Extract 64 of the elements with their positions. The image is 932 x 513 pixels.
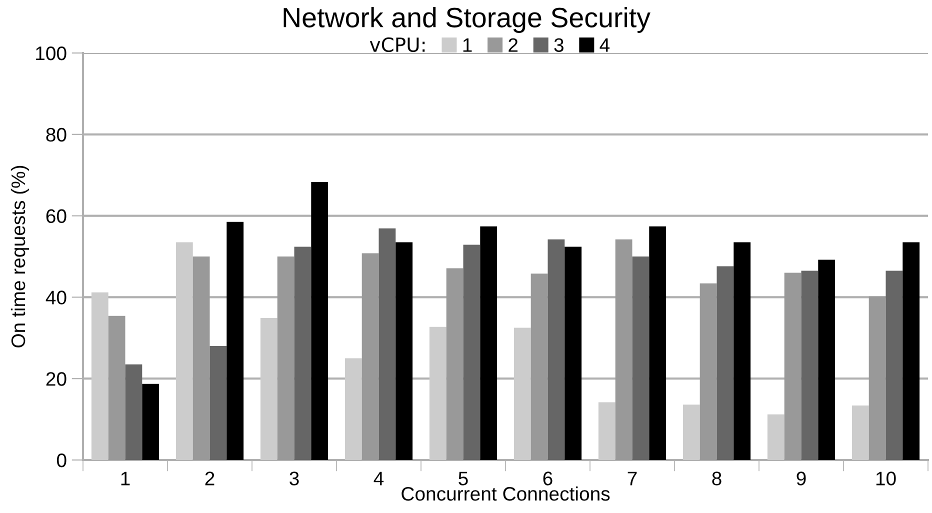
bar [868,296,886,460]
bar [530,274,548,460]
y-tick-label: 0 [56,453,66,468]
bar [598,402,616,460]
bar [632,256,650,460]
x-axis-title: Concurrent Connections [402,486,610,501]
bar [463,244,480,460]
bar [852,405,869,460]
bar [277,256,294,460]
bar [192,256,210,460]
x-tick-label: 1 [121,472,130,486]
legend-label: 4 [600,38,610,52]
x-tick-label: 9 [796,472,806,486]
bar [615,239,632,460]
x-tick-label: 2 [205,472,214,486]
bar [311,182,328,460]
bar [548,239,565,460]
x-tick-label: 7 [628,472,637,486]
bar [682,404,700,460]
x-tick-label: 6 [543,472,552,486]
legend-label: 2 [508,38,518,52]
x-tick-label: 3 [290,472,299,486]
x-tick-label: 5 [458,472,468,486]
bar [142,384,160,460]
bar [210,346,227,460]
bar [260,318,278,460]
bar [396,242,413,460]
y-tick-label: 80 [46,128,66,142]
y-tick-label: 100 [36,46,66,60]
bar [226,222,244,460]
bar [294,246,312,460]
bar [480,226,498,460]
y-tick-label: 60 [46,209,66,224]
bar [125,364,142,460]
bar [716,266,734,460]
bar [429,326,446,460]
bar [767,414,784,460]
bar [514,328,531,460]
bar [344,358,362,460]
bar [649,226,666,460]
bar [818,260,836,460]
bar [564,246,582,460]
bar [902,242,920,460]
y-tick-label: 20 [46,372,66,386]
bar [734,242,751,460]
legend-label: 1 [463,38,472,52]
bar [784,272,802,460]
bar [801,270,818,460]
bar [362,253,379,460]
bar [446,268,464,460]
y-tick-label: 40 [46,290,66,304]
legend-title: vCPU: [370,37,425,52]
x-tick-label: 8 [712,472,722,486]
bar [378,228,396,460]
legend-label: 3 [554,38,564,52]
chart-title: Network and Storage Security [284,7,650,33]
y-axis-title: On time requests (%) [10,166,30,348]
bar [700,283,717,460]
bar [176,242,193,460]
bar [91,292,108,460]
x-tick-label: 4 [374,472,384,486]
x-tick-label: 10 [876,472,896,486]
bar [886,270,903,460]
bar [108,316,126,460]
